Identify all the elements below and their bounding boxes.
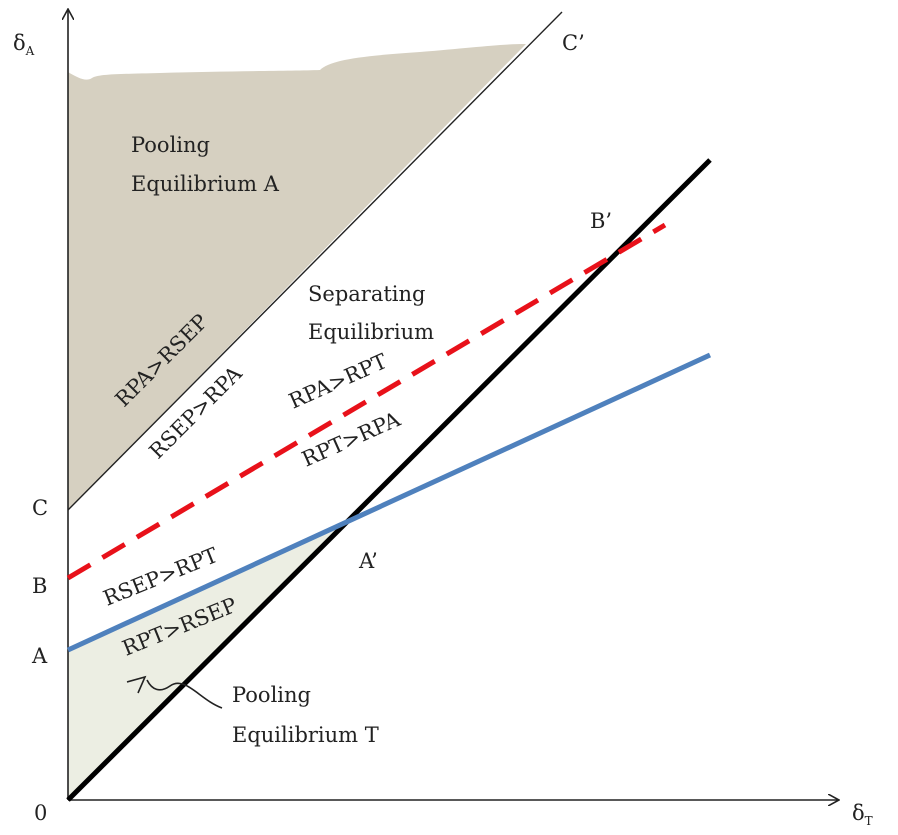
- pooling-equilibrium-a-label: Pooling Equilibrium A: [131, 133, 280, 196]
- y-point-b-label: B: [32, 574, 47, 598]
- line-c-c-prime: [67, 11, 563, 511]
- pointer-arrowhead: [126, 675, 147, 694]
- rpa-gt-rpt-label: RPA>RPT: [285, 349, 390, 414]
- point-b-prime-label: B’: [590, 209, 612, 233]
- pooling-equilibrium-t-label: Pooling Equilibrium T: [232, 683, 379, 747]
- blue-line-a-a-prime: [66, 352, 712, 653]
- separating-equilibrium-label: Separating Equilibrium: [308, 282, 434, 344]
- pointer-arrow: [146, 679, 223, 709]
- red-dashed-line-b-b-prime: [66, 222, 667, 581]
- point-a-prime-label: A’: [358, 549, 378, 573]
- point-c-prime-label: C’: [562, 31, 585, 55]
- y-point-a-label: A: [31, 644, 48, 668]
- black-line-0-b-prime: [66, 158, 712, 802]
- y-point-c-label: C: [32, 496, 48, 520]
- rpt-gt-rpa-label: RPT>RPA: [298, 407, 404, 472]
- x-axis-title: δT: [852, 801, 873, 828]
- origin-label: 0: [34, 801, 47, 825]
- pooling-equilibrium-a-region: [68, 44, 526, 510]
- y-axis-title: δA: [13, 31, 35, 58]
